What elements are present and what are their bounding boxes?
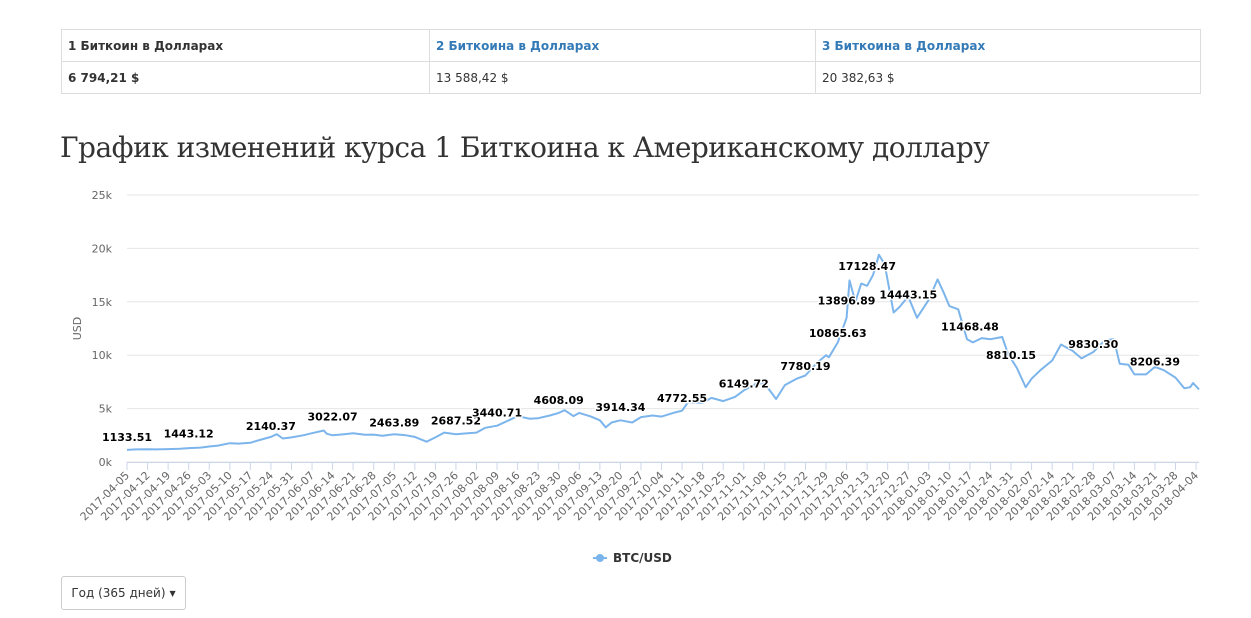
- period-dropdown-button[interactable]: Год (365 дней) ▼: [61, 576, 186, 610]
- header-2-btc-link[interactable]: 2 Биткоина в Долларах: [429, 29, 816, 62]
- data-label: 1443.12: [164, 428, 214, 441]
- series-line-btc-usd: [126, 253, 1200, 451]
- data-label: 8206.39: [1130, 355, 1180, 368]
- caret-down-icon: ▼: [169, 588, 176, 598]
- rates-header-row: 1 Биткоин в Долларах 2 Биткоина в Доллар…: [61, 29, 1201, 62]
- rates-table: 1 Биткоин в Долларах 2 Биткоина в Доллар…: [61, 29, 1201, 94]
- data-label: 7780.19: [780, 360, 830, 373]
- data-label: 13896.89: [818, 295, 876, 308]
- data-label: 10865.63: [809, 327, 867, 340]
- data-label: 3914.34: [595, 401, 645, 414]
- y-tick-label: 20k: [92, 242, 113, 255]
- legend-marker-icon: [596, 554, 604, 562]
- data-label: 6149.72: [719, 377, 769, 390]
- data-label: 4608.09: [534, 394, 584, 407]
- y-tick-label: 25k: [92, 189, 113, 202]
- price-chart: 0k5k10k15k20k25kUSD2017-04-052017-04-122…: [71, 189, 1201, 565]
- y-axis-title: USD: [71, 317, 84, 341]
- header-1-btc: 1 Биткоин в Долларах: [61, 29, 430, 62]
- period-dropdown-label: Год (365 дней): [71, 586, 166, 600]
- header-3-btc-link[interactable]: 3 Биткоина в Долларах: [815, 29, 1201, 62]
- legend-label: BTC/USD: [613, 551, 672, 565]
- data-label: 3440.71: [472, 406, 522, 419]
- data-label: 17128.47: [838, 260, 896, 273]
- y-tick-label: 0k: [99, 456, 113, 469]
- y-tick-label: 15k: [92, 296, 113, 309]
- data-label: 2140.37: [246, 420, 296, 433]
- value-2-btc: 13 588,42 $: [429, 61, 816, 94]
- data-label: 2687.52: [431, 414, 481, 427]
- y-tick-label: 5k: [99, 403, 113, 416]
- chart-title: График изменений курса 1 Биткоина к Амер…: [60, 131, 990, 164]
- data-label: 9830.30: [1068, 338, 1118, 351]
- value-1-btc: 6 794,21 $: [61, 61, 430, 94]
- data-label: 4772.55: [657, 392, 707, 405]
- data-label: 11468.48: [941, 321, 999, 334]
- data-label: 3022.07: [308, 411, 358, 424]
- data-label: 2463.89: [369, 417, 419, 430]
- value-3-btc: 20 382,63 $: [815, 61, 1201, 94]
- data-label: 8810.15: [986, 349, 1036, 362]
- data-label: 14443.15: [879, 289, 937, 302]
- y-tick-label: 10k: [92, 349, 113, 362]
- data-label: 1133.51: [102, 431, 152, 444]
- rates-value-row: 6 794,21 $ 13 588,42 $ 20 382,63 $: [61, 61, 1201, 94]
